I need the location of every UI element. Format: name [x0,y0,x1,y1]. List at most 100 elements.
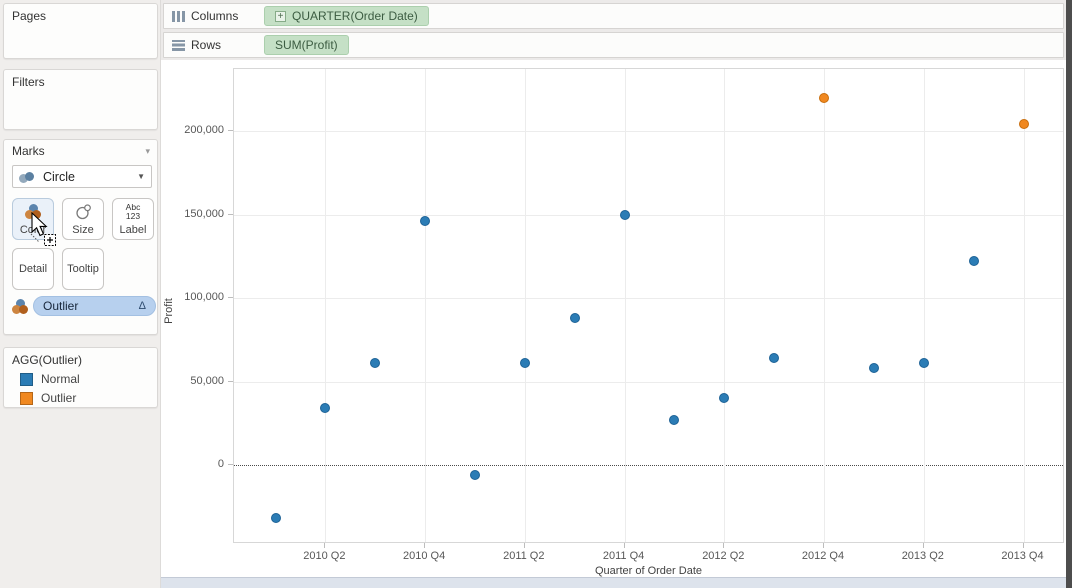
x-axis-title: Quarter of Order Date [595,565,702,577]
chevron-down-icon[interactable]: ▾ [145,145,150,156]
data-point-2012-q3[interactable] [769,353,780,364]
x-axis-tick [523,543,525,548]
x-axis-tick [424,543,426,548]
x-axis-tick [1022,543,1024,548]
legend-item-normal[interactable]: Normal [12,372,157,386]
x-tick-label: 2012 Q4 [801,550,845,562]
columns-pill-label: QUARTER(Order Date) [292,9,418,23]
y-gridline [234,214,1063,216]
y-tick-label: 200,000 [184,124,224,136]
rows-pill-sum-profit[interactable]: SUM(Profit) [264,35,349,55]
data-point-2010-q4[interactable] [420,216,431,227]
y-tick-label: 0 [217,458,224,470]
color-button[interactable]: Color [12,198,54,240]
data-point-2011-q1[interactable] [470,470,480,480]
y-gridline [234,131,1063,132]
size-button[interactable]: Size [62,198,104,240]
color-shelf-icon [25,199,41,224]
x-tick-label: 2013 Q4 [1001,550,1044,562]
data-point-2012-q4[interactable] [819,92,829,103]
filters-shelf-label: Filters [12,75,45,89]
normal-color-swatch[interactable] [20,372,33,386]
x-tick-label: 2011 Q4 [602,550,645,562]
data-point-2010-q1[interactable] [270,513,281,524]
pages-shelf[interactable]: Pages [3,3,158,59]
y-gridline [234,298,1063,299]
marks-card: Marks ▾ Circle ▼ Color [3,139,158,335]
detail-button[interactable]: Detail [12,248,54,290]
x-gridline [824,69,825,542]
x-tick-label: 2012 Q2 [702,550,745,562]
circle-mark-icon [19,171,35,183]
size-shelf-icon [75,199,92,224]
window-edge [1066,0,1072,588]
data-point-2012-q2[interactable] [719,393,730,404]
data-point-2011-q3[interactable] [569,313,580,323]
y-axis-title: Profit [163,298,175,324]
legend-item-label: Normal [41,372,80,386]
x-gridline [1023,69,1025,542]
x-gridline [624,69,626,542]
data-point-2010-q3[interactable] [370,358,381,369]
horizontal-scrollbar[interactable] [161,577,1066,588]
x-axis-tick [823,543,824,548]
legend-item-outlier[interactable]: Outlier [12,391,157,405]
y-axis-tick [228,213,233,215]
marks-card-title: Marks [12,144,45,158]
chart-view: Profit Quarter of Order Date 200,000 150,… [161,60,1066,577]
encoding-row: Outlier Δ [12,296,156,316]
x-axis-tick [723,543,725,548]
tooltip-button[interactable]: Tooltip [62,248,104,290]
pill-label: Outlier [43,299,79,313]
y-tick-label: 150,000 [184,207,224,220]
mark-type-value: Circle [43,169,75,184]
x-axis-tick [324,543,326,548]
tooltip-button-label: Tooltip [67,263,99,275]
columns-shelf[interactable]: Columns + QUARTER(Order Date) [163,3,1064,29]
legend-title: AGG(Outlier) [12,353,83,367]
columns-shelf-icon [172,10,185,22]
color-encoding-icon[interactable] [12,298,28,314]
data-point-2012-q1[interactable] [669,414,680,425]
y-axis-tick [228,130,233,131]
data-point-2011-q4[interactable] [619,209,630,220]
color-button-label: Color [19,224,47,236]
size-button-label: Size [72,224,94,236]
label-button[interactable]: Abc 123 Label [112,198,154,240]
y-tick-label: 50,000 [190,374,224,387]
x-gridline [325,69,327,542]
data-point-2013-q3[interactable] [968,256,979,267]
y-axis-tick [228,380,233,382]
data-point-2013-q2[interactable] [918,358,929,369]
expand-plus-icon[interactable]: + [275,10,286,22]
mark-type-dropdown[interactable]: Circle ▼ [12,165,152,188]
x-gridline [724,69,726,542]
data-point-2010-q2[interactable] [320,403,331,414]
outlier-encoding-pill[interactable]: Outlier Δ [33,296,156,316]
outlier-color-swatch[interactable] [20,391,33,405]
y-axis-tick [228,464,233,465]
plot-area[interactable] [233,68,1064,543]
data-point-2013-q1[interactable] [868,363,879,374]
label-button-label: Label [119,224,147,236]
rows-shelf-icon [172,39,185,51]
color-legend-card: AGG(Outlier) Normal Outlier [3,347,158,408]
sidebar: Pages Filters Marks ▾ Circle ▼ Color [0,0,161,588]
data-point-2011-q2[interactable] [519,358,530,369]
rows-shelf[interactable]: Rows SUM(Profit) [163,32,1064,58]
canvas-area: Columns + QUARTER(Order Date) Rows SUM(P… [161,0,1066,588]
data-point-2013-q4[interactable] [1018,119,1029,130]
x-gridline [425,69,427,542]
x-axis-tick [623,543,625,548]
zero-line [234,465,1063,466]
delta-icon: Δ [138,300,146,312]
x-axis-tick [922,543,924,548]
filters-shelf[interactable]: Filters [3,69,158,130]
x-tick-label: 2013 Q2 [901,550,944,562]
x-tick-label: 2010 Q4 [402,550,446,562]
pages-shelf-label: Pages [12,9,47,23]
y-tick-label: 100,000 [184,291,224,303]
y-gridline [234,381,1063,383]
columns-pill-quarter-order-date[interactable]: + QUARTER(Order Date) [264,6,429,26]
columns-shelf-label: Columns [191,9,239,23]
